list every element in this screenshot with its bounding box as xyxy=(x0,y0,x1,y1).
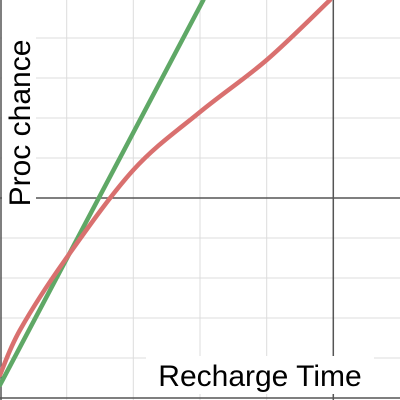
x-axis-label: Recharge Time xyxy=(158,360,361,393)
x-label-bg xyxy=(146,356,374,394)
y-label-bg xyxy=(2,28,36,218)
series xyxy=(0,0,333,388)
line xyxy=(0,0,333,378)
line xyxy=(0,0,206,388)
y-axis-label: Proc chance xyxy=(4,40,37,207)
